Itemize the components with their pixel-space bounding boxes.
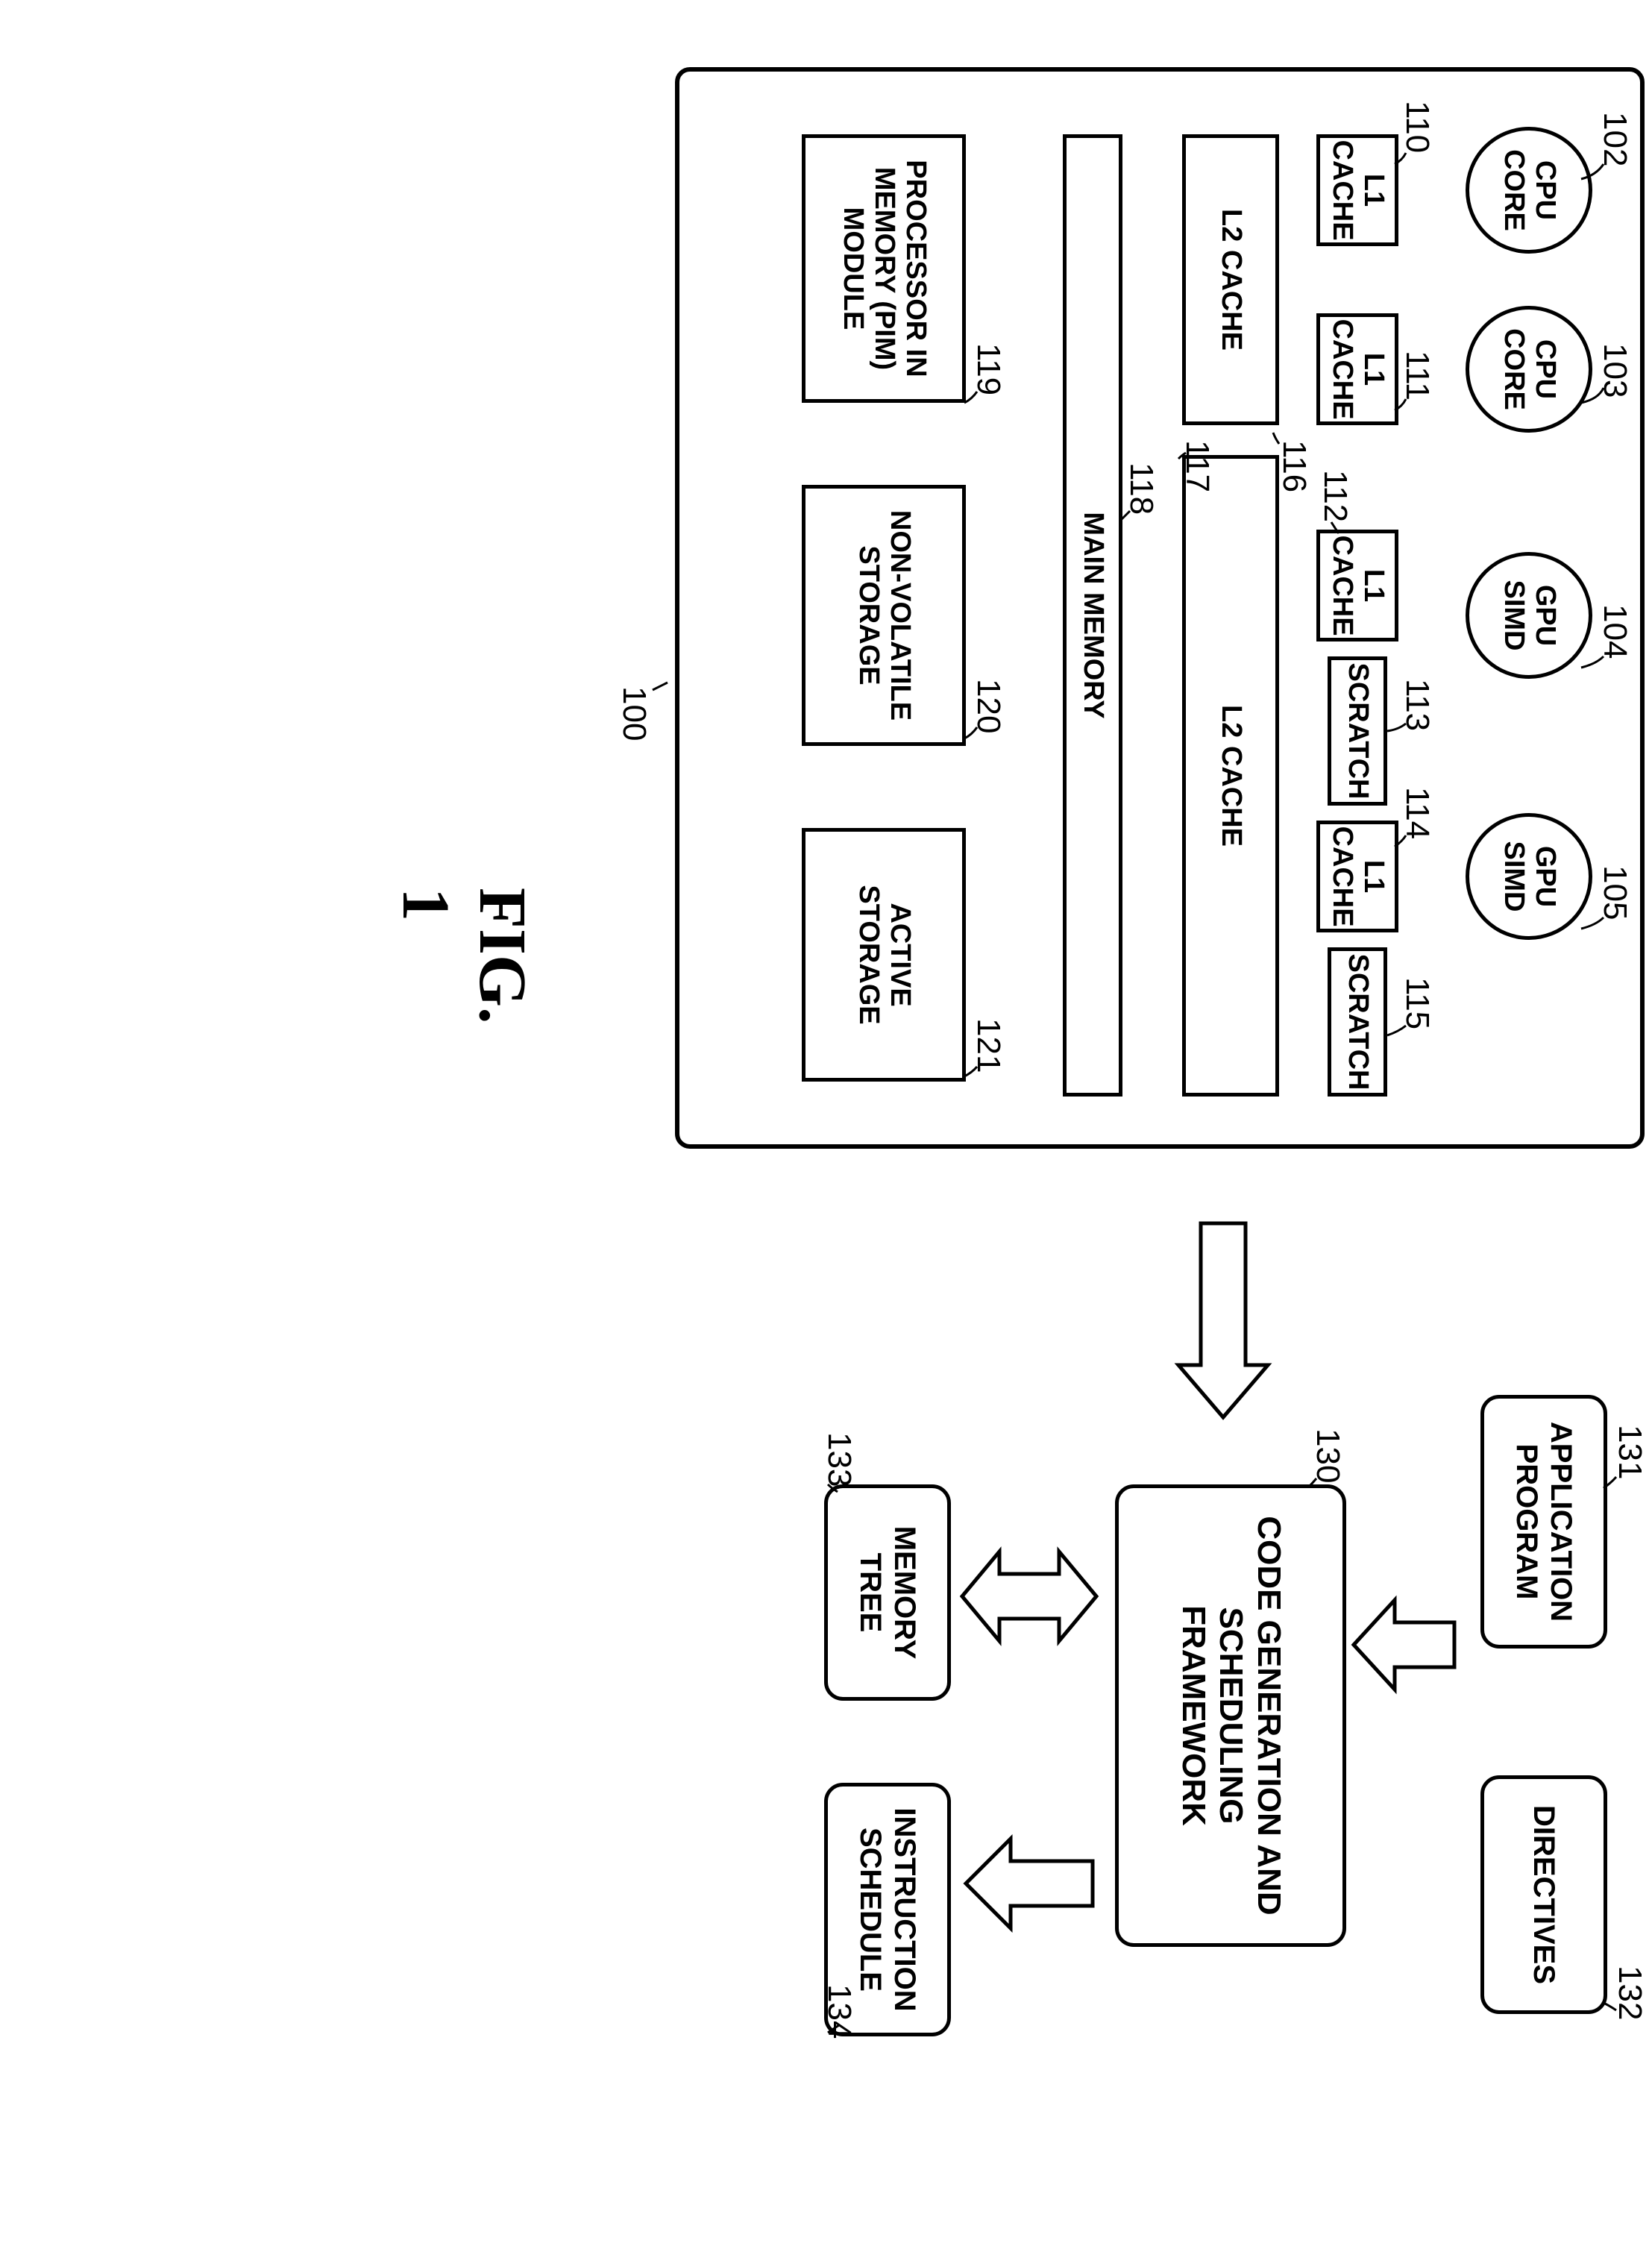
ref-115: 115 [1398, 977, 1436, 1029]
ref-114: 114 [1398, 787, 1436, 839]
l1-cache-1-label: L1CACHE [1326, 139, 1389, 240]
ref-103: 103 [1596, 343, 1633, 398]
cpu-core-1-label: CPUCORE [1498, 149, 1560, 231]
active-storage: ACTIVESTORAGE [802, 828, 966, 1082]
framework: CODE GENERATION ANDSCHEDULING FRAMEWORK [1115, 1484, 1346, 1947]
l1-cache-3: L1CACHE [1316, 530, 1398, 642]
active-label: ACTIVESTORAGE [852, 885, 915, 1024]
gpu-simd-2-label: GPUSIMD [1498, 841, 1560, 912]
l1-cache-1: L1CACHE [1316, 134, 1398, 246]
l1-cache-2-label: L1CACHE [1326, 319, 1389, 419]
ref-117: 117 [1178, 440, 1216, 492]
mem-tree-label: MEMORYTREE [853, 1526, 922, 1660]
ref-119: 119 [970, 343, 1007, 395]
ref-111: 111 [1398, 351, 1436, 401]
l2-cache-2: L2 CACHE [1182, 455, 1279, 1097]
l2-cache-1-label: L2 CACHE [1215, 209, 1246, 351]
ref-104: 104 [1596, 604, 1633, 659]
gpu-simd-1: GPUSIMD [1466, 552, 1592, 679]
arrow-double-vert-icon [958, 1540, 1100, 1652]
ref-134: 134 [820, 1984, 858, 2039]
application-program: APPLICATIONPROGRAM [1480, 1395, 1607, 1649]
diagram-root: CPUCORE CPUCORE GPUSIMD GPUSIMD L1CACHE … [30, 30, 1652, 2246]
app-prog-label: APPLICATIONPROGRAM [1510, 1422, 1578, 1622]
l1-cache-4-label: L1CACHE [1326, 826, 1389, 926]
ref-100: 100 [615, 686, 653, 741]
ref-102: 102 [1596, 112, 1633, 166]
ref-131: 131 [1611, 1425, 1648, 1479]
ref-110: 110 [1398, 101, 1436, 153]
figure-label: FIG. 1 [387, 888, 541, 1024]
ref-116: 116 [1275, 440, 1313, 492]
ref-113: 113 [1398, 679, 1436, 731]
directives: DIRECTIVES [1480, 1775, 1607, 2014]
scratch-2: SCRATCH [1328, 947, 1387, 1097]
ref-132: 132 [1611, 1966, 1648, 2020]
main-memory-label: MAIN MEMORY [1077, 512, 1108, 718]
ref-112: 112 [1316, 470, 1354, 522]
l1-cache-4: L1CACHE [1316, 821, 1398, 932]
l2-cache-1: L2 CACHE [1182, 134, 1279, 425]
ref-121: 121 [970, 1018, 1007, 1073]
gpu-simd-1-label: GPUSIMD [1498, 580, 1560, 651]
directives-label: DIRECTIVES [1527, 1805, 1561, 1984]
pim-label: PROCESSOR INMEMORY (PIM)MODULE [837, 160, 930, 377]
pim-module: PROCESSOR INMEMORY (PIM)MODULE [802, 134, 966, 403]
arrow-down-2-icon [958, 1828, 1100, 1939]
ref-120: 120 [970, 679, 1007, 733]
ref-118: 118 [1122, 462, 1160, 515]
ref-105: 105 [1596, 865, 1633, 920]
memory-tree: MEMORYTREE [824, 1484, 951, 1701]
cpu-core-2-label: CPUCORE [1498, 328, 1560, 410]
instr-sched-label: INSTRUCTIONSCHEDULE [853, 1807, 922, 2011]
l1-cache-2: L1CACHE [1316, 313, 1398, 425]
cpu-core-1: CPUCORE [1466, 127, 1592, 254]
arrow-right-icon [1167, 1216, 1279, 1425]
nvs-label: NON-VOLATILESTORAGE [852, 510, 915, 721]
framework-label: CODE GENERATION ANDSCHEDULING FRAMEWORK [1174, 1496, 1287, 1936]
l1-cache-3-label: L1CACHE [1326, 535, 1389, 636]
gpu-simd-2: GPUSIMD [1466, 813, 1592, 940]
nvs: NON-VOLATILESTORAGE [802, 485, 966, 746]
main-memory: MAIN MEMORY [1063, 134, 1122, 1097]
scratch-1-label: SCRATCH [1342, 663, 1373, 800]
scratch-1: SCRATCH [1328, 656, 1387, 806]
scratch-2-label: SCRATCH [1342, 954, 1373, 1091]
ref-130: 130 [1309, 1428, 1346, 1483]
ref-133: 133 [820, 1432, 858, 1487]
l2-cache-2-label: L2 CACHE [1215, 705, 1246, 847]
arrow-down-1-icon [1350, 1589, 1462, 1701]
cpu-core-2: CPUCORE [1466, 306, 1592, 433]
